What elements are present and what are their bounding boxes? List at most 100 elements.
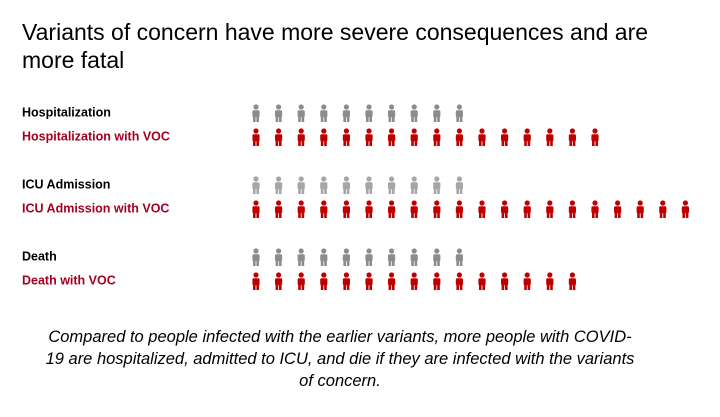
icon-head (502, 200, 508, 206)
icon-leg (301, 284, 305, 290)
icon-leg (682, 212, 685, 218)
icon-leg (433, 212, 437, 218)
person-icon (342, 248, 350, 266)
icon-leg (456, 284, 459, 290)
icon-leg (459, 284, 463, 290)
icon-body (275, 206, 283, 214)
person-icon (388, 128, 396, 146)
icon-leg (546, 284, 550, 290)
person-icon (659, 200, 667, 218)
icon-leg (369, 260, 372, 266)
person-icon (501, 128, 509, 146)
icon-leg (479, 212, 482, 218)
person-icon (320, 176, 328, 194)
icon-body (297, 182, 305, 190)
icon-leg (298, 260, 301, 266)
icon-leg (369, 188, 372, 194)
icon-body (501, 206, 509, 214)
icon-body (433, 254, 441, 262)
person-icon (478, 200, 486, 218)
icon-leg (640, 212, 644, 218)
icon-body (659, 206, 667, 214)
icon-leg (411, 212, 414, 218)
icon-head (276, 128, 282, 134)
icon-leg (527, 284, 531, 290)
icon-leg (411, 116, 414, 122)
icon-body (568, 278, 576, 286)
icon-head (411, 272, 417, 278)
icon-leg (279, 260, 282, 266)
icon-body (410, 206, 418, 214)
icon-leg (279, 284, 282, 290)
icon-body (455, 254, 463, 262)
icon-leg (595, 140, 598, 146)
icon-body (591, 206, 599, 214)
icon-body (320, 110, 328, 118)
icon-leg (343, 188, 346, 194)
icon-leg (414, 212, 418, 218)
person-icon (455, 128, 463, 146)
person-icon (297, 104, 305, 122)
person-icon (320, 248, 328, 266)
icon-leg (346, 284, 350, 290)
icon-row (252, 200, 689, 218)
icon-leg (253, 116, 256, 122)
icon-body (388, 134, 396, 142)
icon-body (568, 134, 576, 142)
icon-head (298, 248, 304, 254)
icon-head (569, 128, 576, 134)
icon-head (637, 200, 643, 206)
icon-leg (572, 212, 576, 218)
icon-head (389, 104, 395, 110)
icon-body (342, 278, 350, 286)
person-icon (433, 128, 441, 146)
icon-leg (505, 284, 508, 290)
icon-leg (320, 284, 324, 290)
icon-leg (366, 116, 369, 122)
icon-body (410, 134, 418, 142)
person-icon (433, 272, 441, 290)
icon-leg (369, 212, 372, 218)
icon-leg (459, 212, 463, 218)
icon-leg (392, 140, 395, 146)
icon-leg (256, 116, 259, 122)
icon-body (523, 134, 531, 142)
icon-body (365, 254, 373, 262)
icon-leg (256, 284, 259, 290)
icon-head (343, 272, 349, 278)
icon-head (366, 128, 372, 134)
person-icon (388, 248, 396, 266)
icon-leg (279, 140, 282, 146)
icon-leg (279, 188, 282, 194)
icon-body (252, 110, 260, 118)
icon-leg (437, 212, 440, 218)
person-icon (433, 176, 441, 194)
icon-leg (392, 284, 395, 290)
icon-row (252, 176, 463, 194)
icon-head (592, 200, 598, 206)
icon-body (410, 278, 418, 286)
icon-leg (433, 140, 437, 146)
icon-head (253, 104, 259, 110)
icon-leg (456, 260, 459, 266)
icon-body (433, 206, 441, 214)
icon-head (298, 200, 304, 206)
icon-body (365, 206, 373, 214)
icon-leg (527, 140, 531, 146)
icon-leg (433, 188, 437, 194)
icon-leg (343, 140, 346, 146)
icon-leg (505, 140, 508, 146)
person-icon (388, 176, 396, 194)
icon-leg (456, 116, 459, 122)
person-icon (252, 272, 260, 290)
icon-leg (437, 284, 440, 290)
person-icon (252, 248, 260, 266)
icon-leg (298, 116, 301, 122)
icon-head (298, 104, 304, 110)
icon-body (433, 110, 441, 118)
icon-leg (479, 284, 482, 290)
person-icon (591, 128, 599, 146)
icon-leg (388, 284, 392, 290)
icon-leg (411, 284, 414, 290)
icon-head (253, 248, 259, 254)
